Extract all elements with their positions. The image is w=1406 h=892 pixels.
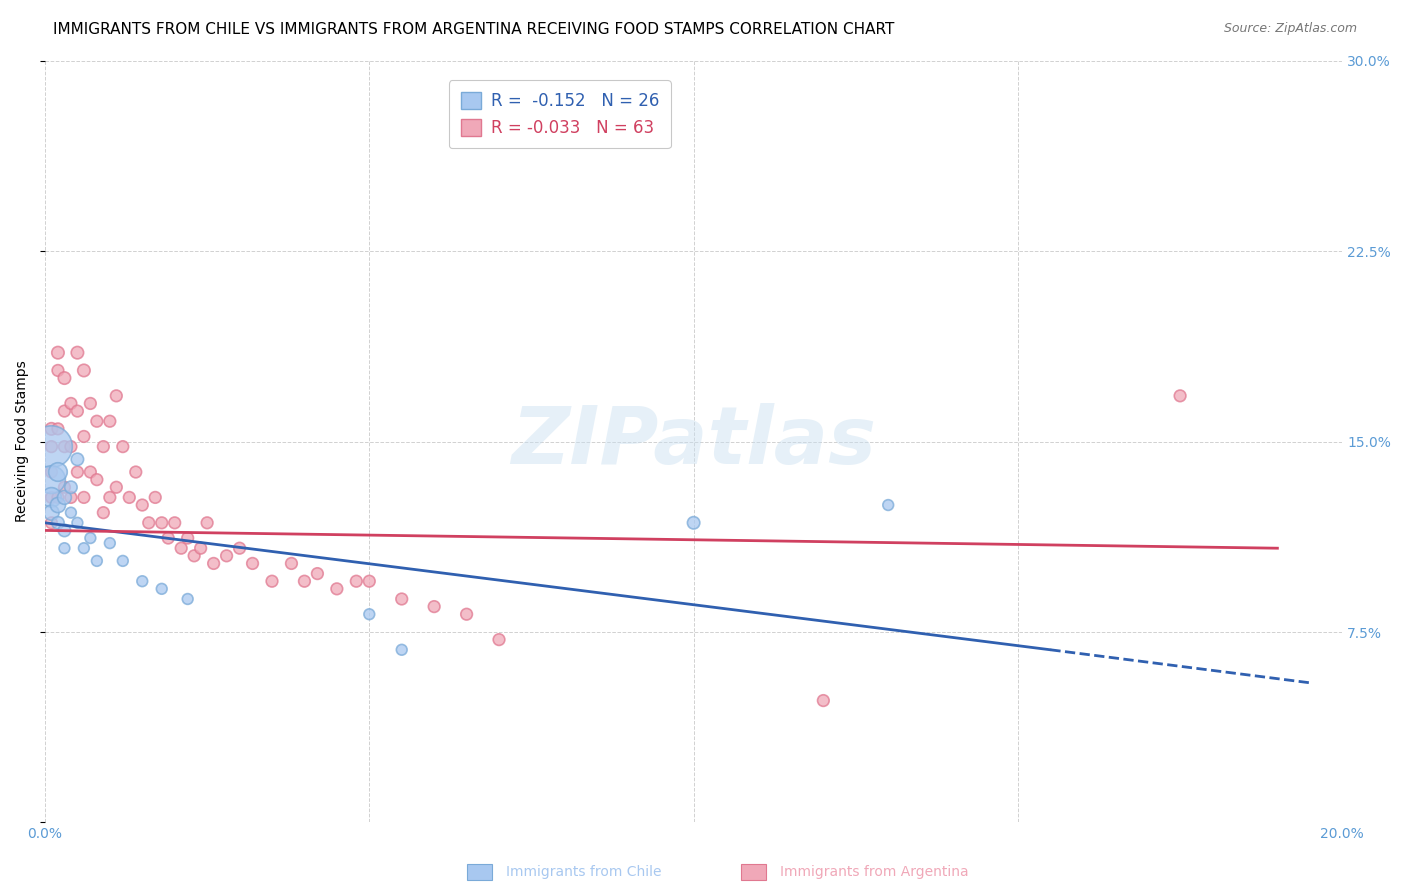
Point: [682, 516, 704, 530]
Point: [73, 541, 96, 556]
Point: [41, 473, 63, 487]
Point: [59, 480, 82, 494]
Point: [53, 480, 76, 494]
Point: [41, 491, 63, 505]
Legend: R =  -0.152   N = 26, R = -0.033   N = 63: R = -0.152 N = 26, R = -0.033 N = 63: [449, 80, 671, 148]
Point: [53, 371, 76, 385]
Point: [73, 491, 96, 505]
Point: [131, 574, 153, 589]
Point: [183, 549, 205, 563]
Point: [813, 693, 835, 707]
Point: [79, 396, 101, 410]
Point: [157, 531, 180, 545]
Point: [138, 516, 160, 530]
Point: [93, 440, 115, 454]
Point: [66, 516, 89, 530]
Point: [59, 506, 82, 520]
Point: [150, 516, 173, 530]
Point: [307, 566, 329, 581]
Point: [202, 557, 225, 571]
Point: [215, 549, 238, 563]
Point: [46, 465, 69, 479]
Point: [41, 465, 63, 479]
Point: [176, 592, 198, 607]
Point: [176, 531, 198, 545]
Point: [294, 574, 316, 589]
Point: [359, 574, 381, 589]
Point: [280, 557, 302, 571]
Point: [41, 506, 63, 520]
Point: [53, 404, 76, 418]
Point: [125, 465, 148, 479]
Point: [73, 429, 96, 443]
Point: [41, 491, 63, 505]
Point: [111, 554, 134, 568]
Point: [228, 541, 250, 556]
Point: [344, 574, 367, 589]
Point: [359, 607, 381, 622]
Point: [488, 632, 510, 647]
Y-axis label: Receiving Food Stamps: Receiving Food Stamps: [15, 360, 30, 523]
Point: [86, 554, 108, 568]
Point: [326, 582, 349, 596]
Text: Immigrants from Chile: Immigrants from Chile: [506, 865, 662, 880]
Point: [260, 574, 283, 589]
Point: [190, 541, 212, 556]
Point: [163, 516, 186, 530]
Point: [98, 536, 121, 550]
Point: [423, 599, 446, 614]
Point: [66, 345, 89, 359]
Point: [66, 452, 89, 467]
Point: [59, 491, 82, 505]
Point: [86, 414, 108, 428]
Point: [46, 345, 69, 359]
Point: [86, 473, 108, 487]
Point: [150, 582, 173, 596]
Point: [877, 498, 900, 512]
Text: IMMIGRANTS FROM CHILE VS IMMIGRANTS FROM ARGENTINA RECEIVING FOOD STAMPS CORRELA: IMMIGRANTS FROM CHILE VS IMMIGRANTS FROM…: [53, 22, 894, 37]
Point: [59, 440, 82, 454]
Point: [53, 440, 76, 454]
Point: [59, 396, 82, 410]
Point: [46, 491, 69, 505]
Point: [46, 422, 69, 436]
Point: [79, 531, 101, 545]
Point: [143, 491, 166, 505]
Point: [391, 592, 413, 607]
Point: [41, 440, 63, 454]
Point: [195, 516, 218, 530]
Point: [66, 465, 89, 479]
Point: [53, 491, 76, 505]
Point: [41, 440, 63, 454]
Point: [131, 498, 153, 512]
Text: ZIPatlas: ZIPatlas: [512, 402, 876, 481]
Text: Source: ZipAtlas.com: Source: ZipAtlas.com: [1223, 22, 1357, 36]
Point: [73, 363, 96, 377]
Point: [111, 440, 134, 454]
Point: [242, 557, 264, 571]
Point: [118, 491, 141, 505]
Point: [98, 414, 121, 428]
Text: Immigrants from Argentina: Immigrants from Argentina: [780, 865, 969, 880]
Point: [46, 363, 69, 377]
Point: [79, 465, 101, 479]
Point: [66, 404, 89, 418]
Point: [41, 422, 63, 436]
Point: [456, 607, 478, 622]
Point: [53, 541, 76, 556]
Point: [46, 498, 69, 512]
Point: [105, 480, 128, 494]
Point: [170, 541, 193, 556]
Point: [105, 389, 128, 403]
Point: [53, 524, 76, 538]
Point: [46, 516, 69, 530]
Point: [1168, 389, 1191, 403]
Point: [391, 642, 413, 657]
Point: [41, 516, 63, 530]
Point: [98, 491, 121, 505]
Point: [93, 506, 115, 520]
